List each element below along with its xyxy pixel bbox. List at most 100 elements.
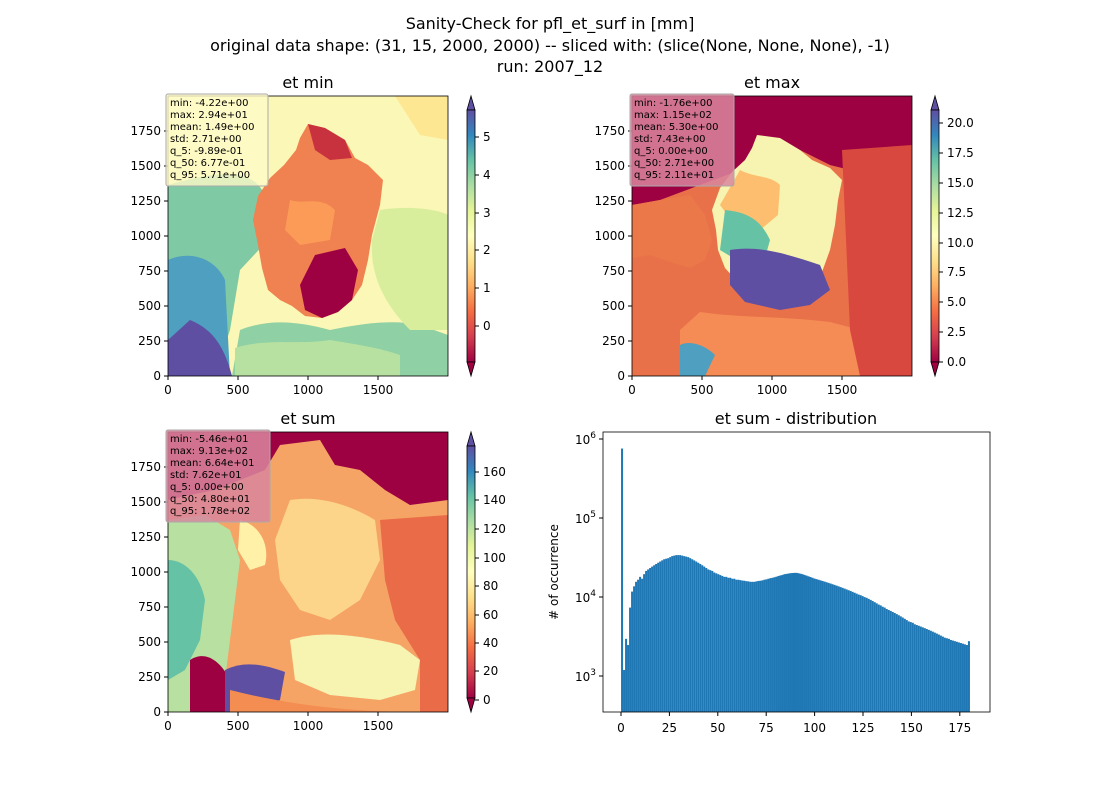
x-tick-label: 1500 xyxy=(363,719,394,733)
colorbar-et-sum: 0 20 40 60 80 100 120 140 160 xyxy=(466,430,506,714)
histogram-bar xyxy=(715,573,718,712)
histogram-bar xyxy=(831,584,834,712)
histogram-bar xyxy=(759,580,762,712)
histogram-bar xyxy=(659,561,662,712)
histogram-bar xyxy=(955,641,958,712)
histogram-bar xyxy=(709,570,712,712)
histogram-bar xyxy=(847,590,850,712)
panel-title-distribution: et sum - distribution xyxy=(715,409,877,428)
histogram-bar xyxy=(809,577,812,712)
histogram-bar xyxy=(877,604,880,712)
histogram-bar xyxy=(933,632,936,712)
colorbar-tick-label: 5.0 xyxy=(947,295,966,309)
histogram-bar xyxy=(699,563,702,712)
stat-line: q_95: 5.71e+00 xyxy=(170,170,250,181)
colorbar-tick-label: 40 xyxy=(483,636,498,650)
histogram-bar xyxy=(763,579,766,712)
histogram-bar xyxy=(913,624,916,712)
histogram-bar xyxy=(623,670,626,712)
y-tick-label: 250 xyxy=(602,334,625,348)
histogram-bar xyxy=(935,633,938,712)
histogram-bar xyxy=(757,580,760,712)
histogram-bar xyxy=(871,601,874,712)
figure-title: Sanity-Check for pfl_et_surf in [mm] ori… xyxy=(210,14,890,77)
histogram-bar xyxy=(791,573,794,712)
histogram-bar xyxy=(803,574,806,712)
x-tick-label: 500 xyxy=(227,719,250,733)
stat-line: q_50: 4.80e+01 xyxy=(170,494,250,505)
colorbar-tick-label: 140 xyxy=(483,493,506,507)
histogram-bar xyxy=(653,565,656,712)
histogram-bar xyxy=(687,557,690,712)
histogram-bar xyxy=(739,580,742,712)
histogram-bar xyxy=(959,643,962,712)
histogram-bar xyxy=(669,557,672,712)
histogram-bar xyxy=(663,559,666,712)
histogram-bar xyxy=(963,644,966,712)
histogram-bars xyxy=(621,448,970,712)
histogram-bar xyxy=(777,575,780,712)
histogram-bar xyxy=(837,586,840,712)
y-tick-label: 750 xyxy=(138,600,161,614)
histogram-bar xyxy=(899,616,902,712)
histogram-bar xyxy=(863,597,866,712)
x-tick-label: 1000 xyxy=(293,719,324,733)
stat-line: max: 1.15e+02 xyxy=(634,110,712,121)
histogram-bar xyxy=(967,641,970,712)
histogram-bar xyxy=(649,567,652,712)
histogram-bar xyxy=(775,576,778,712)
histogram-bar xyxy=(679,555,682,712)
stat-line: std: 2.71e+00 xyxy=(170,134,242,145)
y-tick-label-1e5: 105 xyxy=(575,510,596,526)
histogram-bar xyxy=(771,577,774,712)
histogram-bar xyxy=(643,574,646,712)
histogram-bar xyxy=(761,580,764,712)
histogram-bar xyxy=(789,573,792,712)
histogram-bar xyxy=(765,579,768,712)
histogram-bar xyxy=(781,574,784,712)
histogram-bar xyxy=(819,580,822,712)
histogram-bar xyxy=(747,581,750,712)
histogram-bar xyxy=(645,570,648,712)
histogram-bar xyxy=(849,591,852,712)
histogram-bar xyxy=(941,636,944,712)
stat-line: mean: 1.49e+00 xyxy=(170,122,254,133)
y-tick-label: 0 xyxy=(617,369,625,383)
histogram-bar xyxy=(853,592,856,712)
x-tick-label: 500 xyxy=(691,383,714,397)
stat-line: mean: 5.30e+00 xyxy=(634,122,718,133)
stat-line: std: 7.43e+00 xyxy=(634,134,706,145)
histogram-bar xyxy=(801,574,804,712)
histogram-bar xyxy=(881,606,884,712)
histogram-bar xyxy=(721,575,724,712)
stats-box-et-max: min: -1.76e+00 max: 1.15e+02 mean: 5.30e… xyxy=(629,93,735,187)
panel-et-max: et max 0 500 1000 1500 0 250 500 750 100… xyxy=(594,73,973,397)
histogram-bar xyxy=(797,573,800,712)
histogram-bar xyxy=(661,560,664,712)
stats-box-et-sum: min: -5.46e+01 max: 9.13e+02 mean: 6.64e… xyxy=(165,429,271,523)
y-tick-label-1e6: 106 xyxy=(575,431,596,447)
colorbar-tick-label: 0.0 xyxy=(947,355,966,369)
y-tick-label: 1500 xyxy=(130,159,161,173)
stats-box-et-min: min: -4.22e+00 max: 2.94e+01 mean: 1.49e… xyxy=(165,93,269,187)
histogram-bar xyxy=(887,609,890,712)
histogram-bar xyxy=(655,563,658,712)
colorbar-tick-label: 4 xyxy=(483,168,491,182)
histogram-bar xyxy=(773,577,776,712)
colorbar-tick-label: 160 xyxy=(483,465,506,479)
stat-line: max: 9.13e+02 xyxy=(170,446,248,457)
histogram-bar xyxy=(667,558,670,712)
x-tick-label: 150 xyxy=(900,721,923,735)
x-axis-et-max: 0 500 1000 1500 xyxy=(628,376,857,397)
colorbar-tick-label: 0 xyxy=(483,693,491,707)
figure-title-line-2: original data shape: (31, 15, 2000, 2000… xyxy=(210,36,890,55)
histogram-bar xyxy=(883,607,886,712)
histogram-bar xyxy=(909,622,912,712)
histogram-bar xyxy=(817,579,820,712)
histogram-bar xyxy=(895,614,898,712)
histogram-bar xyxy=(675,555,678,712)
histogram-bar xyxy=(639,576,642,712)
colorbar-tick-label: 80 xyxy=(483,579,498,593)
histogram-bar xyxy=(633,586,636,712)
histogram-bar xyxy=(735,579,738,712)
